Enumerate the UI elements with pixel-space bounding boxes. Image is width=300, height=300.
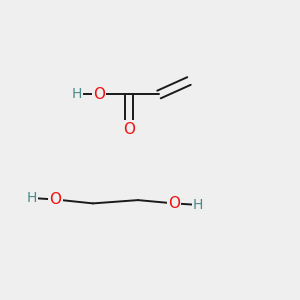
Text: O: O — [93, 87, 105, 102]
Text: O: O — [168, 196, 180, 211]
Text: H: H — [193, 198, 203, 212]
Text: O: O — [50, 192, 61, 207]
Text: H: H — [26, 191, 37, 205]
Text: O: O — [123, 122, 135, 136]
Text: H: H — [71, 88, 82, 101]
